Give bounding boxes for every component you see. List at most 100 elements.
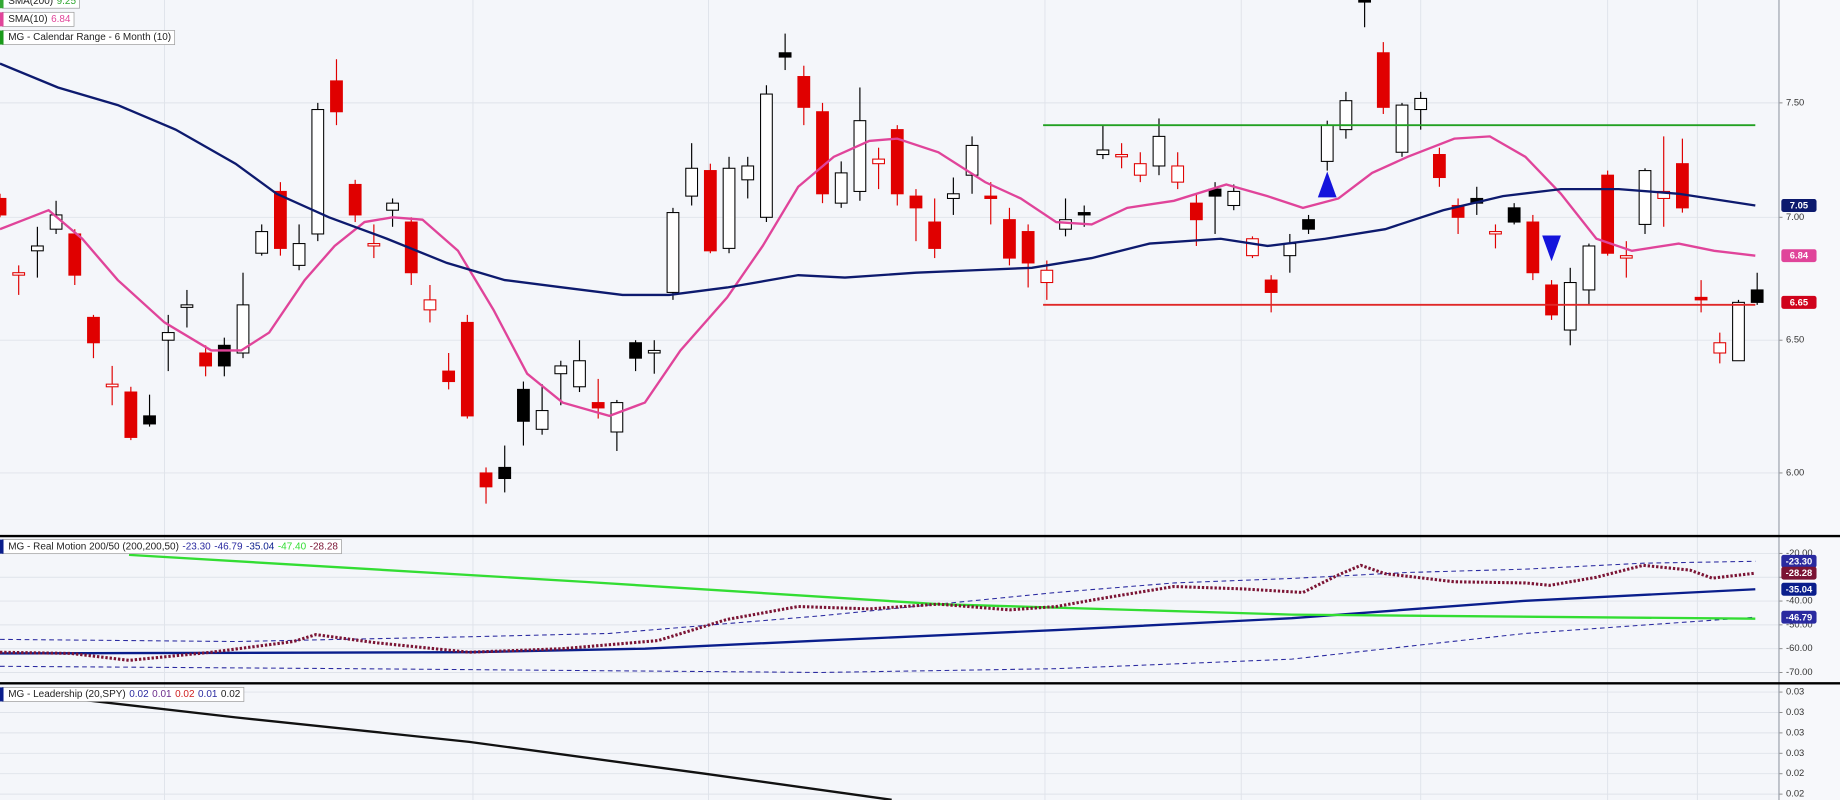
signal-down — [1542, 235, 1561, 262]
candle-body — [217, 344, 231, 367]
candle-body — [1096, 149, 1110, 156]
axis-layer: 6.00 6.50 7.00 7.50 -70.00 -60.00 -50.00 -40.00… — [1778, 97, 1813, 799]
value-box — [1781, 554, 1817, 568]
candle-body — [498, 466, 512, 480]
candle-body — [330, 80, 343, 113]
candle-body — [1115, 154, 1128, 158]
candle-body — [274, 190, 287, 249]
candle-body — [909, 195, 923, 209]
candle-body — [87, 316, 100, 344]
series-line — [0, 560, 1756, 643]
signal-up — [1317, 171, 1337, 198]
candle-body — [1152, 135, 1166, 167]
axis-background — [1778, 0, 1840, 800]
candle-body — [1526, 221, 1540, 274]
candle-body — [124, 391, 138, 438]
legend-value: -28.28 — [310, 541, 339, 552]
candle-body — [535, 410, 549, 430]
candle-body — [1376, 52, 1390, 108]
candle-body — [965, 144, 979, 176]
value-box-label: -46.79 — [1786, 612, 1813, 622]
legend-value: -46.79 — [214, 541, 243, 552]
value-box — [1781, 566, 1817, 580]
candle-body — [1694, 296, 1708, 301]
candle-body — [741, 165, 755, 181]
candle-body — [1676, 163, 1689, 209]
candle-body — [30, 245, 44, 252]
candle-body — [1283, 243, 1297, 257]
y-tick-label: 0.03 — [1786, 727, 1804, 737]
candle-body — [12, 272, 26, 276]
candle-body — [311, 108, 325, 235]
candle-body — [348, 183, 362, 216]
value-box — [1781, 610, 1817, 624]
y-tick-label: -50.00 — [1786, 619, 1813, 629]
legend-value: 6.84 — [51, 14, 71, 25]
candle-body — [1264, 279, 1278, 293]
legend-swatch — [0, 30, 4, 45]
legend-value: -47.40 — [278, 541, 307, 552]
candle-body — [834, 172, 848, 204]
candle-body — [199, 352, 213, 367]
candle-body — [1246, 238, 1259, 257]
candle-body — [1133, 163, 1147, 176]
legend-name: SMA(10) — [8, 14, 47, 25]
candle-body — [554, 365, 568, 375]
panel-title: MG - Real Motion 200/50 (200,200,50) — [8, 541, 179, 552]
y-tick-label: -70.00 — [1786, 667, 1813, 677]
value-box-label: -23.30 — [1786, 556, 1813, 566]
y-tick-label: 0.03 — [1786, 707, 1804, 717]
legend-layer: 6.84 7.05 6.65 SMA(200) 9.25 SMA(10) 6.84 MG - … — [0, 0, 1817, 702]
candle-body — [442, 370, 456, 383]
series-line — [0, 62, 1756, 297]
y-tick-label: 6.00 — [1786, 467, 1804, 477]
panel-title: MG - Leadership (20,SPY) — [8, 689, 125, 700]
candle-body — [68, 233, 82, 276]
candle-body — [1619, 255, 1633, 259]
legend-value: 0.01 — [152, 689, 172, 700]
y-tick-label: 0.02 — [1786, 768, 1804, 778]
candle-body — [1395, 104, 1409, 153]
candle-body — [1545, 284, 1558, 316]
y-tick-label: 7.50 — [1786, 97, 1804, 107]
y-tick-label: -40.00 — [1786, 596, 1813, 606]
candle-body — [760, 93, 773, 218]
legend-value: -23.30 — [182, 541, 211, 552]
candle-body — [816, 111, 829, 195]
candle-body — [1601, 174, 1615, 254]
candle-body — [946, 193, 960, 199]
candle-body — [105, 383, 119, 388]
series-line — [0, 563, 1756, 662]
legend-value: 9.25 — [57, 0, 77, 7]
candle-body — [161, 332, 175, 341]
legend-value: -35.04 — [246, 541, 275, 552]
candle-body — [1339, 100, 1353, 131]
candle-body — [1414, 97, 1428, 111]
value-box-label: 7.05 — [1790, 201, 1808, 211]
legend-swatch — [0, 539, 4, 554]
candle-body — [423, 299, 437, 311]
candle-body — [0, 197, 7, 216]
candle-body — [1320, 124, 1334, 162]
candle-body — [255, 231, 269, 254]
candle-body — [703, 170, 717, 252]
candle-body — [1040, 269, 1054, 284]
legend-value: 0.02 — [221, 689, 241, 700]
candle-body — [1432, 154, 1446, 179]
candle-body — [1302, 219, 1315, 230]
candle-body — [1059, 219, 1072, 230]
value-box — [1781, 295, 1817, 309]
legend-value: 0.01 — [198, 689, 218, 700]
candle-body — [890, 129, 904, 195]
y-tick-label: 0.03 — [1786, 687, 1804, 697]
candle-body — [143, 415, 156, 425]
candle-body — [928, 221, 942, 249]
value-box — [1781, 582, 1817, 596]
y-tick-label: 7.00 — [1786, 212, 1804, 222]
plot-background — [0, 0, 1779, 800]
y-tick-label: -20.00 — [1786, 548, 1813, 558]
series-line — [0, 135, 1756, 418]
candle-body — [1507, 207, 1521, 223]
value-box-label: 6.84 — [1790, 251, 1809, 261]
